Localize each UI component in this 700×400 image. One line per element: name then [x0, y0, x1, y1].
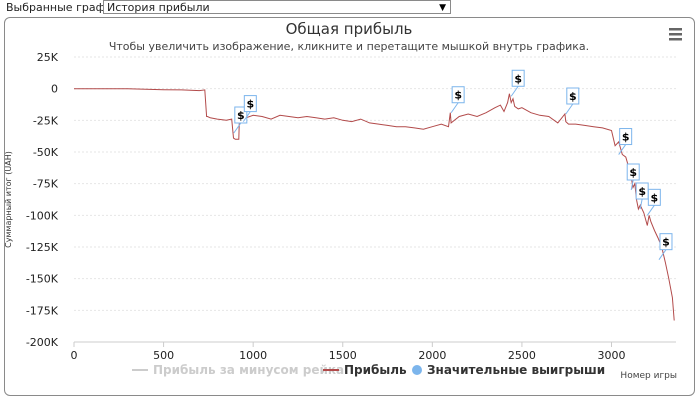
- win-flag[interactable]: [566, 87, 580, 105]
- dollar-icon: $: [662, 236, 670, 249]
- y-tick-label: -25K: [33, 114, 59, 127]
- win-flag-stem: [510, 85, 519, 97]
- dollar-icon: $: [569, 90, 577, 103]
- win-flag[interactable]: [626, 163, 640, 181]
- legend-item-profit: Прибыль: [344, 363, 407, 377]
- chart-title: Общая прибыль: [286, 20, 413, 38]
- chart-selector-label: Выбранные графики:: [6, 1, 130, 14]
- y-tick-label: -150K: [26, 273, 59, 286]
- win-flag[interactable]: [243, 95, 257, 113]
- win-flag-stem: [646, 205, 655, 216]
- dollar-icon: $: [246, 98, 254, 111]
- profit-chart[interactable]: Общая прибыль Чтобы увеличить изображение…: [5, 18, 694, 395]
- dollar-icon: $: [638, 185, 646, 198]
- profit-line[interactable]: [74, 88, 675, 321]
- chevron-down-icon: ▼: [439, 3, 446, 13]
- y-tick-label: -200K: [26, 336, 59, 349]
- win-flag-stem: [565, 103, 574, 115]
- win-flag[interactable]: [647, 188, 661, 206]
- y-tick-label: -125K: [26, 241, 59, 254]
- win-flag[interactable]: [619, 128, 633, 146]
- x-tick-label: 0: [71, 349, 78, 362]
- win-flag[interactable]: [659, 233, 673, 251]
- y-tick-label: -175K: [26, 304, 59, 317]
- dollar-icon: $: [514, 72, 522, 85]
- win-flag[interactable]: [451, 86, 465, 104]
- chart-type-select[interactable]: История прибыли ▼: [103, 0, 451, 14]
- menu-icon[interactable]: [669, 28, 682, 41]
- x-tick-label: 2500: [508, 349, 536, 362]
- legend-symbol-wins[interactable]: [412, 365, 422, 375]
- dollar-icon: $: [629, 166, 637, 179]
- legend-item-wins: Значительные выигрыши: [427, 363, 605, 377]
- y-tick-label: -100K: [26, 209, 59, 222]
- legend-item-net-profit: Прибыль за минусом рейка: [153, 363, 344, 377]
- dollar-icon: $: [651, 191, 659, 204]
- y-tick-label: 25K: [37, 51, 59, 64]
- chart-container[interactable]: Общая прибыль Чтобы увеличить изображение…: [4, 17, 695, 396]
- chart-subtitle: Чтобы увеличить изображение, кликните и …: [109, 40, 589, 53]
- chart-selector-bar: Выбранные графики: История прибыли ▼: [0, 0, 700, 16]
- dollar-icon: $: [454, 89, 462, 102]
- chart-type-select-value: История прибыли: [107, 1, 210, 14]
- win-flag-stem: [450, 102, 459, 114]
- win-flag-stem: [242, 111, 251, 122]
- dollar-icon: $: [237, 109, 245, 122]
- win-flag-stem: [630, 179, 634, 191]
- y-axis-title: Суммарный итог (UAH): [5, 151, 13, 248]
- win-flag-stem: [233, 122, 242, 134]
- x-tick-label: 1500: [329, 349, 357, 362]
- x-tick-label: 1000: [239, 349, 267, 362]
- x-tick-label: 3000: [598, 349, 626, 362]
- win-flag-stem: [639, 198, 643, 210]
- win-flag[interactable]: [511, 69, 525, 87]
- win-flag-stem: [658, 249, 667, 260]
- x-tick-label: 500: [153, 349, 174, 362]
- y-tick-label: -50K: [33, 146, 59, 159]
- win-flag-stem: [618, 144, 627, 155]
- y-tick-label: -75K: [33, 178, 59, 191]
- y-tick-label: 0: [51, 83, 58, 96]
- x-tick-label: 2000: [418, 349, 446, 362]
- dollar-icon: $: [622, 131, 630, 144]
- x-axis-title: Номер игры: [620, 371, 677, 381]
